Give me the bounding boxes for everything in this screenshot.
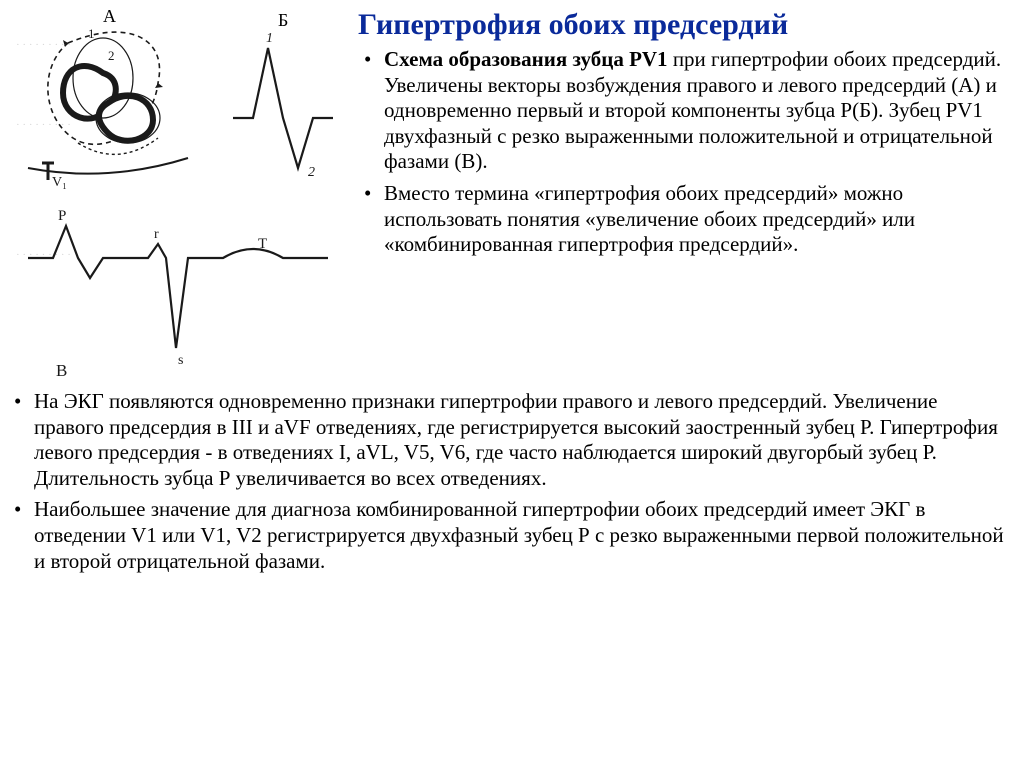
- ecg-complex-V: P r T s В: [28, 208, 328, 378]
- bullet-item: Схема образования зубца РV1 при гипертро…: [358, 47, 1006, 175]
- label-A: А: [103, 8, 116, 26]
- label-2: 2: [308, 165, 315, 180]
- svg-text:2: 2: [108, 48, 115, 63]
- svg-text:· · · · · · · · ·: · · · · · · · · ·: [16, 119, 71, 131]
- atrial-hypertrophy-diagram: · · · · · · · · · · · · · · · · · · · · …: [8, 8, 348, 378]
- lower-bullet-list: На ЭКГ появляются одновременно признаки …: [8, 389, 1006, 574]
- label-V: В: [56, 361, 67, 378]
- label-V1: V₁: [52, 175, 67, 190]
- bullet-text: Вместо термина «гипертрофия обоих предсе…: [384, 181, 915, 256]
- svg-text:· · · · · · · · ·: · · · · · · · · ·: [16, 39, 71, 51]
- label-r: r: [154, 227, 159, 242]
- bullet-text: На ЭКГ появляются одновременно признаки …: [34, 389, 998, 490]
- figure-panel: · · · · · · · · · · · · · · · · · · · · …: [8, 8, 348, 383]
- label-s: s: [178, 353, 183, 368]
- bullet-text: Наибольшее значение для диагноза комбини…: [34, 497, 1004, 572]
- label-B: Б: [278, 10, 288, 30]
- bullet-item: На ЭКГ появляются одновременно признаки …: [8, 389, 1006, 491]
- p-wave-B: 1 2: [233, 31, 333, 180]
- svg-text:1: 1: [88, 26, 95, 41]
- page-title: Гипертрофия обоих предсердий: [358, 8, 1006, 41]
- bullet-lead: Схема образования зубца РV1: [384, 47, 668, 71]
- label-1: 1: [266, 31, 273, 46]
- label-P: P: [58, 208, 66, 224]
- bullet-item: Вместо термина «гипертрофия обоих предсе…: [358, 181, 1006, 258]
- label-T: T: [258, 236, 267, 252]
- right-bullet-list: Схема образования зубца РV1 при гипертро…: [358, 47, 1006, 258]
- svg-text:· · · · · · · · ·: · · · · · · · · ·: [16, 249, 71, 261]
- bullet-item: Наибольшее значение для диагноза комбини…: [8, 497, 1006, 574]
